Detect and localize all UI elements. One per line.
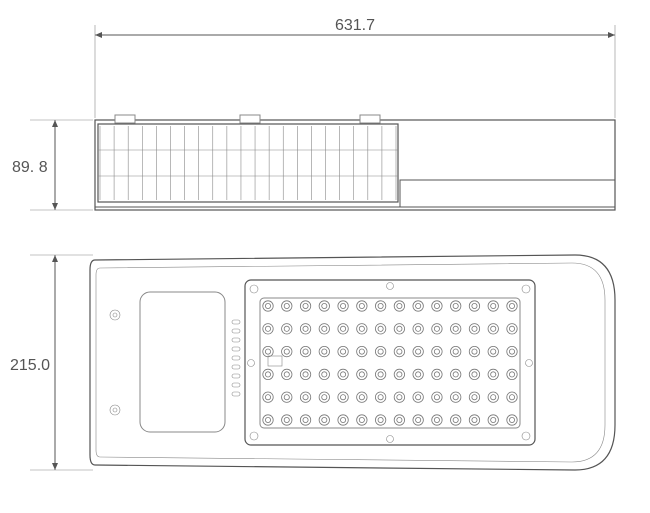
led-lens-frame <box>260 298 520 428</box>
dimension-height-bottom-label: 215.0 <box>10 357 50 374</box>
engineering-drawing: 631.7 89. 8 215.0 <box>0 0 650 513</box>
dimension-height-top-label: 89. 8 <box>12 159 48 176</box>
dimension-width: 631.7 <box>95 17 615 118</box>
driver-cover-panel <box>140 292 225 432</box>
dimension-width-label: 631.7 <box>335 17 375 34</box>
dimension-height-top: 89. 8 <box>12 120 93 210</box>
dimension-height-bottom: 215.0 <box>10 255 93 470</box>
side-profile-view <box>95 115 615 210</box>
plan-view <box>90 255 615 470</box>
